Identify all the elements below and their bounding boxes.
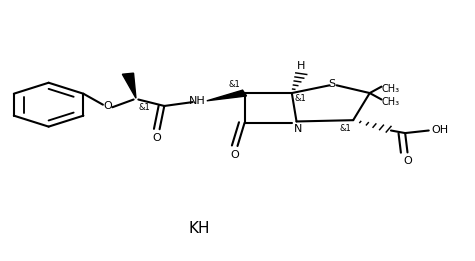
Text: CH₃: CH₃	[381, 97, 399, 107]
Text: O: O	[103, 101, 112, 111]
Text: OH: OH	[431, 126, 448, 135]
Text: O: O	[153, 133, 162, 143]
Text: &1: &1	[228, 80, 240, 89]
Text: &1: &1	[138, 103, 150, 112]
Text: NH: NH	[189, 96, 206, 106]
Text: KH: KH	[189, 221, 210, 236]
Text: S: S	[328, 79, 335, 89]
Text: N: N	[294, 124, 303, 134]
Polygon shape	[207, 90, 247, 101]
Text: O: O	[231, 150, 239, 160]
Polygon shape	[123, 73, 136, 98]
Text: &1: &1	[294, 94, 306, 103]
Text: O: O	[403, 156, 412, 166]
Text: &1: &1	[339, 124, 351, 133]
Text: CH₃: CH₃	[381, 84, 399, 94]
Text: H: H	[297, 61, 305, 71]
